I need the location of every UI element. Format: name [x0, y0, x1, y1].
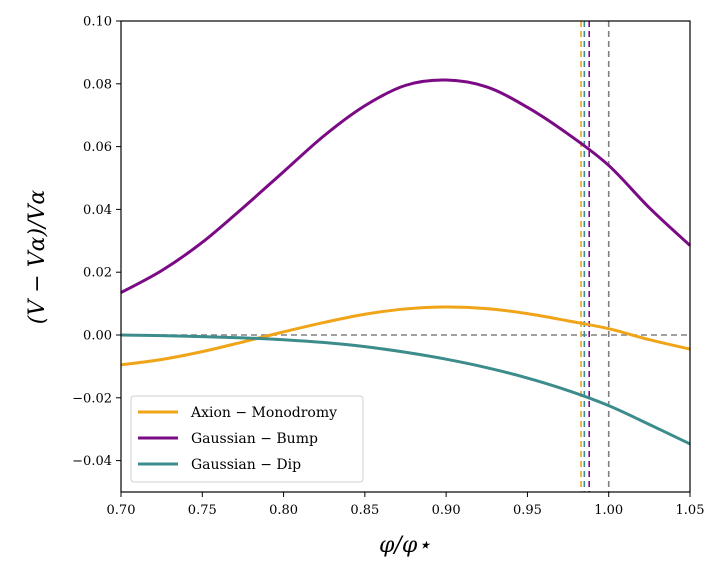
- legend-label: Axion − Monodromy: [190, 405, 337, 421]
- x-tick-label: 0.85: [350, 503, 379, 518]
- y-tick-label: 0.06: [83, 140, 112, 155]
- legend-item: Gaussian − Bump: [138, 431, 318, 447]
- x-axis: 0.70 0.75 0.80 0.85 0.90 0.95 1.00 1.05: [107, 492, 705, 518]
- series-line-gaussian-dip: [120, 333, 691, 446]
- y-tick-label: −0.02: [72, 391, 112, 406]
- guide-lines: [121, 21, 690, 492]
- y-tick-label: 0.02: [83, 266, 112, 281]
- x-axis-title: φ/φ⋆: [379, 533, 431, 558]
- y-tick-label: −0.04: [72, 454, 112, 469]
- legend-item: Axion − Monodromy: [138, 405, 337, 421]
- legend-label: Gaussian − Bump: [191, 431, 318, 447]
- y-tick-label: 0.04: [83, 203, 112, 218]
- legend-box: [130, 395, 364, 483]
- x-tick-label: 0.95: [513, 503, 542, 518]
- series-line-axion-monodromy: [120, 305, 691, 367]
- series-layer: [120, 78, 692, 446]
- x-tick-label: 1.00: [594, 503, 623, 518]
- y-axis: −0.04 −0.02 0.00 0.02 0.04 0.06 0.08 0.10: [72, 15, 121, 469]
- series-line-gaussian-bump: [120, 78, 692, 294]
- y-axis-title: (V − Vα)/Vα: [25, 190, 50, 325]
- legend: Axion − Monodromy Gaussian − Bump Gaussian…: [130, 395, 364, 483]
- x-tick-label: 0.75: [188, 503, 217, 518]
- x-tick-label: 1.05: [676, 503, 705, 518]
- x-tick-label: 0.80: [269, 503, 298, 518]
- y-tick-label: 0.00: [83, 329, 112, 344]
- y-tick-label: 0.10: [83, 15, 112, 30]
- axes-frame: [120, 20, 691, 493]
- legend-item: Gaussian − Dip: [138, 457, 301, 473]
- legend-label: Gaussian − Dip: [191, 457, 301, 473]
- x-tick-label: 0.70: [107, 503, 136, 518]
- plot-area: [120, 20, 692, 493]
- y-tick-label: 0.08: [83, 77, 112, 92]
- x-tick-label: 0.90: [432, 503, 461, 518]
